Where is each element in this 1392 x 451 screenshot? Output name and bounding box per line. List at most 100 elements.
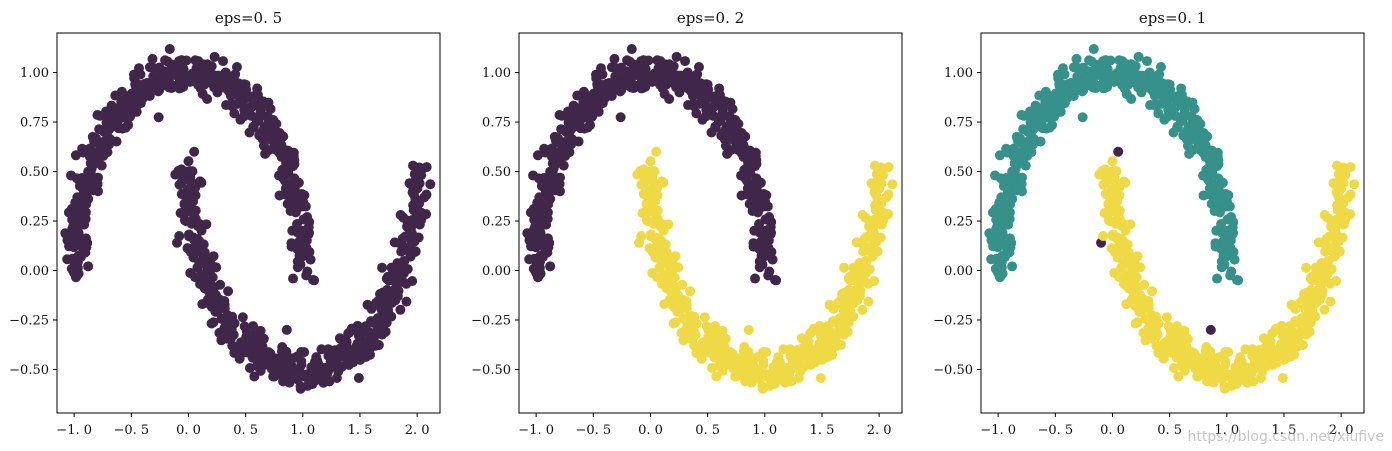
scatter-point [176,176,187,187]
watermark: https://blog.csdn.net/xiufive [1187,429,1384,445]
scatter-point [638,176,649,187]
scatter-point [625,76,636,87]
scatter-point [727,348,738,359]
scatter-point [249,371,260,382]
scatter-point [405,241,416,252]
scatter-point [154,79,165,90]
scatter-point [857,304,868,315]
scatter-point [675,305,686,316]
scatter-point [1053,104,1064,115]
scatter-point [1204,359,1215,370]
scatter-points [984,44,1360,394]
scatter-point [1183,121,1194,132]
scatter-point [1132,251,1143,262]
scatter-point [355,329,366,340]
scatter-point [541,219,552,230]
scatter-point [183,198,194,209]
scatter-point [197,59,208,70]
scatter-point [307,364,318,375]
scatter-point [713,116,724,127]
x-tick-label: 0. 0 [176,423,201,438]
scatter-point [153,112,164,123]
y-tick-label: 0.25 [944,215,973,230]
scatter-point [190,76,201,87]
scatter-point [1231,364,1242,375]
scatter-point [373,296,384,307]
scatter-point [689,101,700,112]
subplot-eps-0-5: eps=0. 5 −1. 0 −0. 5 0. 0 0. 5 1. 0 1. 5 2. 0 −… [9,9,441,438]
scatter-point [288,273,299,284]
scatter-point [771,375,782,386]
scatter-point [554,109,565,120]
scatter-point [648,218,659,229]
scatter-point [668,77,679,88]
scatter-point [190,205,201,216]
scatter-point [1219,383,1230,394]
subplot-title: eps=0. 5 [215,9,282,27]
scatter-point [606,62,617,73]
scatter-point [1001,182,1012,193]
scatter-point [130,79,141,90]
scatter-point [183,206,194,216]
scatter-point [252,100,263,111]
scatter-point [1135,262,1146,273]
scatter-point [221,320,232,331]
scatter-point [762,242,773,253]
scatter-point [568,100,579,111]
scatter-point [1119,245,1130,256]
scatter-point [1226,211,1237,222]
scatter-points [522,44,898,394]
scatter-point [1107,156,1118,167]
y-tick-label: −0.25 [9,313,49,328]
y-tick-label: 0.50 [944,165,973,180]
scatter-point [649,68,660,79]
scatter-point [1184,148,1195,159]
scatter-point [579,95,590,106]
scatter-point [251,116,262,127]
scatter-point [74,235,85,246]
scatter-point [377,262,388,273]
x-tick-label: 0. 5 [695,423,720,438]
scatter-point [549,131,560,142]
scatter-point [673,262,684,273]
scatter-point [211,262,222,273]
x-tick-label: 1. 5 [810,423,835,438]
y-tick-label: 0.75 [482,116,511,131]
scatter-point [421,189,432,200]
scatter-point [579,123,590,134]
scatter-point [645,189,656,200]
x-tick-label: 0. 0 [638,423,663,438]
y-tick-label: 1.00 [20,66,49,81]
y-tick-label: 0.75 [20,116,49,131]
scatter-point [1032,121,1042,132]
scatter-point [1290,303,1301,314]
x-tick-label: −0. 5 [1037,423,1073,438]
scatter-point [616,79,627,90]
scatter-point [213,305,224,316]
scatter-point [1248,376,1259,387]
x-tick-label: −1. 0 [518,423,554,438]
scatter-point [1071,53,1082,64]
scatter-point [425,179,436,190]
scatter-point [1176,100,1187,111]
scatter-point [988,241,999,252]
scatter-point [1225,270,1236,281]
scatter-point [296,359,307,370]
x-tick-label: 2. 0 [867,423,892,438]
scatter-point [876,178,887,189]
scatter-point [388,263,399,274]
y-tick-label: 1.00 [944,66,973,81]
scatter-point [1087,76,1098,87]
scatter-point [195,245,206,256]
scatter-point [79,219,90,230]
scatter-point [987,207,998,218]
scatter-point [622,55,633,66]
scatter-point [722,148,733,159]
y-tick-label: 0.00 [944,264,973,279]
scatter-point [786,376,797,387]
scatter-point [869,276,880,287]
scatter-point [299,347,310,358]
scatter-point [773,352,784,363]
scatter-point [401,296,412,307]
scatter-point [1182,130,1193,141]
